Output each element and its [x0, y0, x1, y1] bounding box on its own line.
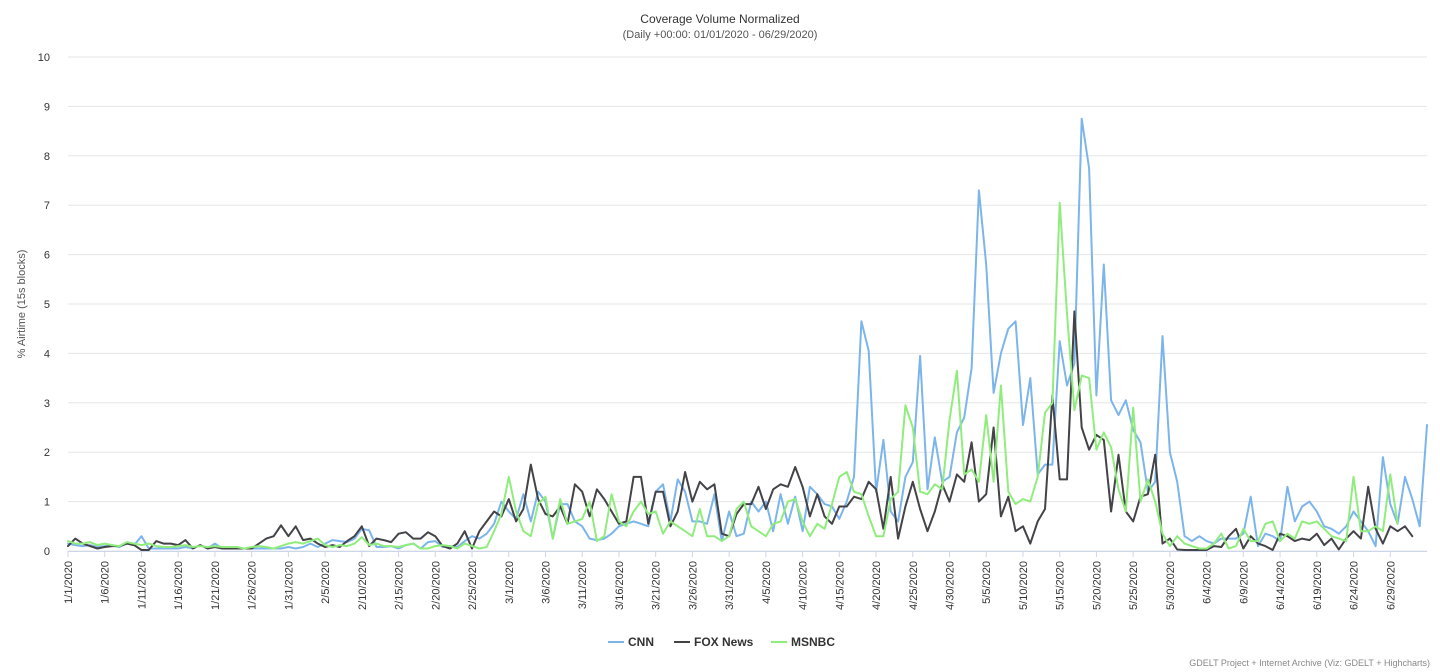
x-tick-label: 3/6/2020	[540, 561, 552, 604]
chart-subtitle: (Daily +00:00: 01/01/2020 - 06/29/2020)	[623, 29, 818, 41]
x-tick-label: 4/20/2020	[871, 561, 883, 610]
x-tick-label: 3/31/2020	[724, 561, 736, 610]
x-tick-label: 5/10/2020	[1018, 561, 1030, 610]
x-tick-label: 6/29/2020	[1385, 561, 1397, 610]
chart-title: Coverage Volume Normalized	[640, 12, 799, 26]
series-line-fox-news[interactable]	[67, 310, 1414, 551]
y-tick-label: 1	[44, 497, 50, 509]
x-tick-label: 6/19/2020	[1312, 561, 1324, 610]
legend-label: FOX News	[694, 635, 754, 649]
x-tick-label: 5/25/2020	[1128, 561, 1140, 610]
x-tick-label: 6/9/2020	[1238, 561, 1250, 604]
x-tick-label: 3/16/2020	[614, 561, 626, 610]
x-tick-label: 1/6/2020	[100, 561, 112, 604]
x-tick-label: 4/30/2020	[945, 561, 957, 610]
x-tick-label: 2/25/2020	[467, 561, 479, 610]
x-tick-label: 3/11/2020	[577, 561, 589, 609]
x-tick-label: 2/20/2020	[430, 561, 442, 610]
x-tick-label: 1/21/2020	[210, 561, 222, 610]
y-axis-title: % Airtime (15s blocks)	[16, 250, 28, 359]
x-tick-label: 2/5/2020	[320, 561, 332, 604]
chart-credits[interactable]: GDELT Project + Internet Archive (Viz: G…	[1189, 658, 1430, 668]
y-axis-ticks: 0 1 2 3 4 5 6 7 8 9 10	[38, 52, 50, 558]
x-tick-label: 4/5/2020	[761, 561, 773, 604]
x-tick-label: 2/15/2020	[394, 561, 406, 610]
x-tick-label: 4/15/2020	[834, 561, 846, 610]
x-tick-label: 3/21/2020	[651, 561, 663, 610]
x-tick-label: 1/11/2020	[136, 561, 148, 609]
y-tick-label: 5	[44, 299, 50, 311]
legend-item-fox-news[interactable]: FOX News	[674, 635, 754, 649]
y-tick-label: 7	[44, 200, 50, 212]
legend-label: MSNBC	[791, 635, 835, 649]
legend-item-msnbc[interactable]: MSNBC	[771, 635, 835, 649]
x-tick-label: 1/1/2020	[63, 561, 75, 604]
x-axis-ticks: 1/1/2020 1/6/2020 1/11/2020 1/16/2020 1/21/2…	[63, 551, 1397, 610]
x-tick-label: 5/5/2020	[981, 561, 993, 604]
y-tick-label: 6	[44, 250, 50, 262]
series-line-msnbc[interactable]	[67, 201, 1399, 550]
x-tick-label: 1/16/2020	[173, 561, 185, 610]
y-tick-label: 2	[44, 447, 50, 459]
x-tick-label: 5/20/2020	[1091, 561, 1103, 610]
y-tick-label: 0	[44, 546, 50, 558]
legend-label: CNN	[628, 635, 654, 649]
y-tick-label: 9	[44, 101, 50, 113]
y-tick-label: 3	[44, 398, 50, 410]
gridlines	[68, 56, 1427, 552]
y-tick-label: 4	[44, 348, 50, 360]
x-tick-label: 6/24/2020	[1349, 561, 1361, 610]
x-tick-label: 3/26/2020	[687, 561, 699, 610]
x-tick-label: 6/4/2020	[1202, 561, 1214, 604]
series-line-cnn[interactable]	[67, 117, 1428, 550]
x-tick-label: 2/10/2020	[357, 561, 369, 610]
x-tick-label: 5/15/2020	[1055, 561, 1067, 610]
legend[interactable]: CNN FOX News MSNBC	[608, 635, 835, 649]
x-tick-label: 1/31/2020	[283, 561, 295, 610]
x-tick-label: 1/26/2020	[247, 561, 259, 610]
x-tick-label: 3/1/2020	[504, 561, 516, 604]
x-tick-label: 4/10/2020	[798, 561, 810, 610]
x-tick-label: 4/25/2020	[908, 561, 920, 610]
x-tick-label: 6/14/2020	[1275, 561, 1287, 610]
series-lines	[67, 117, 1428, 551]
y-tick-label: 8	[44, 151, 50, 163]
legend-item-cnn[interactable]: CNN	[608, 635, 654, 649]
x-tick-label: 5/30/2020	[1165, 561, 1177, 610]
y-tick-label: 10	[38, 52, 50, 64]
